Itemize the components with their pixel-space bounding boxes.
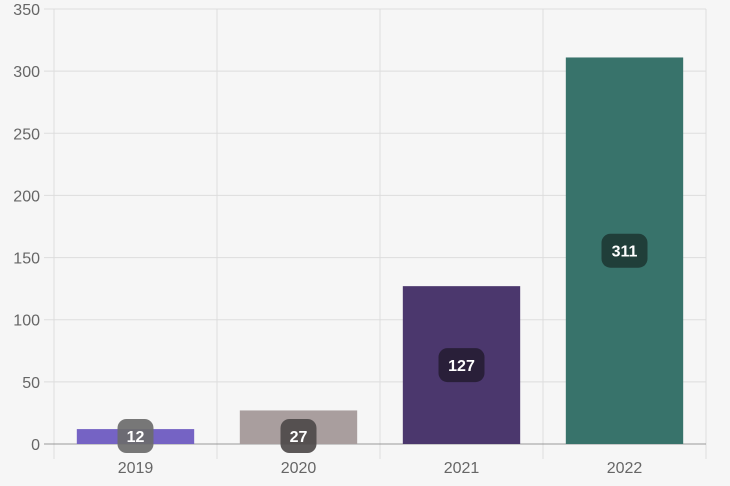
y-tick-label: 50 [22, 375, 40, 392]
y-tick-label: 100 [13, 313, 40, 330]
data-label-value: 127 [448, 358, 475, 375]
data-label-2020: 27 [280, 419, 317, 453]
data-label-2021: 127 [438, 348, 485, 383]
y-tick-label: 0 [31, 437, 40, 454]
data-label-badge [117, 419, 154, 453]
y-tick-label: 300 [13, 64, 40, 81]
data-label-badge [601, 233, 648, 268]
y-tick-label: 350 [13, 2, 40, 19]
bars [76, 57, 684, 444]
data-label-2019: 12 [117, 419, 154, 453]
y-axis-ticks: 0 50 100 150 200 250 300 350 [13, 2, 40, 454]
x-tick-label: 2021 [444, 460, 480, 477]
x-tick-label: 2019 [118, 460, 154, 477]
x-tick-label: 2020 [281, 460, 317, 477]
x-axis-ticks: 2019 2020 2021 2022 [118, 460, 643, 477]
grid-lines [44, 8, 707, 459]
data-label-2022: 311 [601, 233, 648, 268]
y-tick-label: 250 [13, 126, 40, 143]
y-tick-label: 200 [13, 188, 40, 205]
data-label-badge [438, 348, 485, 383]
x-tick-label: 2022 [607, 460, 643, 477]
data-label-value: 311 [612, 244, 638, 261]
data-label-value: 12 [127, 429, 145, 446]
data-labels: 12 27 127 311 [117, 233, 648, 453]
y-tick-label: 150 [13, 251, 40, 268]
data-label-badge [280, 419, 317, 453]
data-label-value: 27 [290, 429, 308, 446]
